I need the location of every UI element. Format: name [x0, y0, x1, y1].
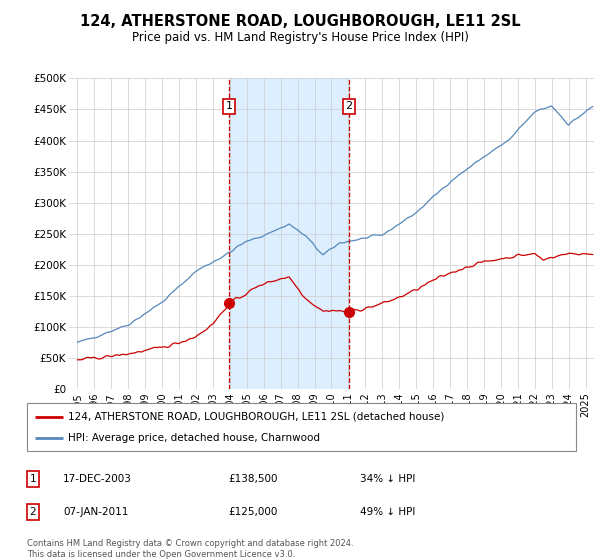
- FancyBboxPatch shape: [27, 403, 576, 451]
- Text: 2: 2: [29, 507, 37, 517]
- Text: £125,000: £125,000: [228, 507, 277, 517]
- Text: 34% ↓ HPI: 34% ↓ HPI: [360, 474, 415, 484]
- Text: Price paid vs. HM Land Registry's House Price Index (HPI): Price paid vs. HM Land Registry's House …: [131, 31, 469, 44]
- Text: HPI: Average price, detached house, Charnwood: HPI: Average price, detached house, Char…: [68, 433, 320, 444]
- Text: 17-DEC-2003: 17-DEC-2003: [63, 474, 132, 484]
- Text: 124, ATHERSTONE ROAD, LOUGHBOROUGH, LE11 2SL (detached house): 124, ATHERSTONE ROAD, LOUGHBOROUGH, LE11…: [68, 412, 445, 422]
- Text: £138,500: £138,500: [228, 474, 277, 484]
- Text: 07-JAN-2011: 07-JAN-2011: [63, 507, 128, 517]
- Text: 124, ATHERSTONE ROAD, LOUGHBOROUGH, LE11 2SL: 124, ATHERSTONE ROAD, LOUGHBOROUGH, LE11…: [80, 14, 520, 29]
- Text: 1: 1: [29, 474, 37, 484]
- Text: 2: 2: [346, 101, 353, 111]
- Text: 1: 1: [226, 101, 233, 111]
- Text: 49% ↓ HPI: 49% ↓ HPI: [360, 507, 415, 517]
- Text: This data is licensed under the Open Government Licence v3.0.: This data is licensed under the Open Gov…: [27, 550, 295, 559]
- Bar: [229, 78, 349, 389]
- Text: Contains HM Land Registry data © Crown copyright and database right 2024.: Contains HM Land Registry data © Crown c…: [27, 539, 353, 548]
